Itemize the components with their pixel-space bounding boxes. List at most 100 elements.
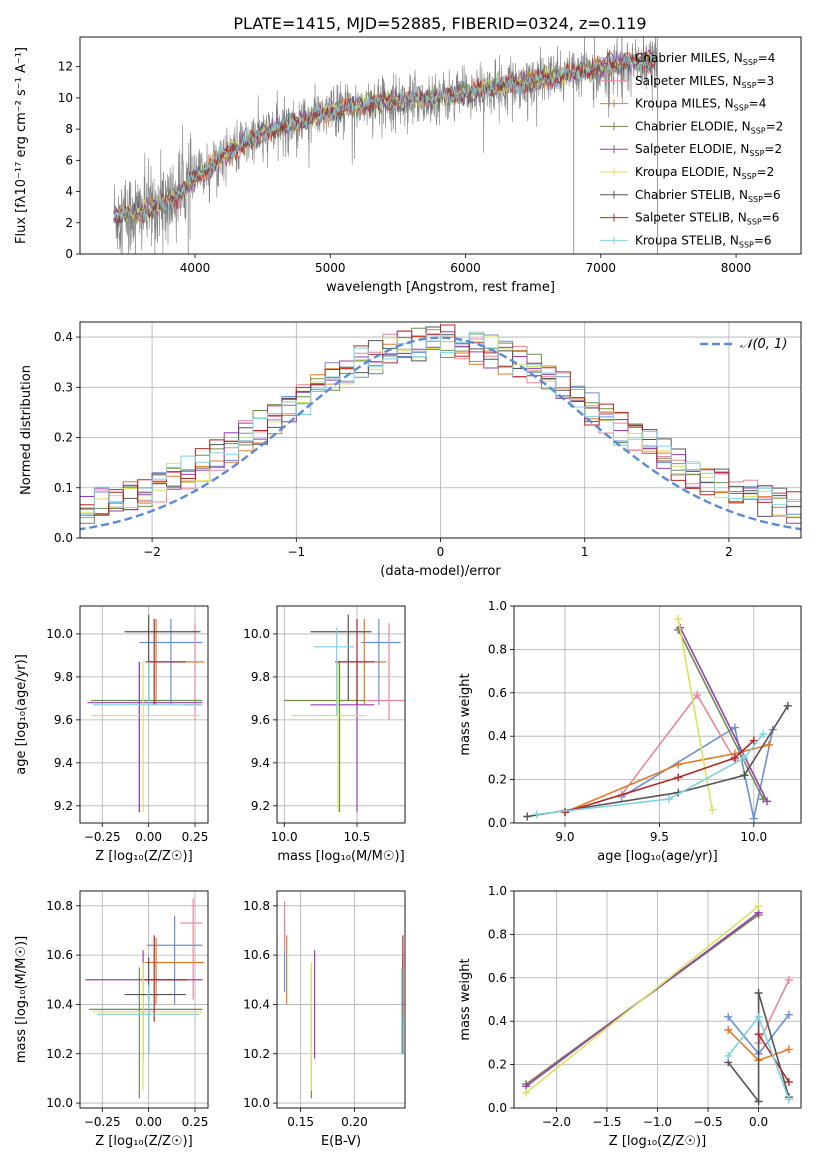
weight-line xyxy=(536,733,764,816)
spectrum-data-line xyxy=(113,37,658,254)
y-tick-label: 10.0 xyxy=(46,627,73,641)
y-tick-label: 9.4 xyxy=(251,756,270,770)
model-tail xyxy=(600,52,658,66)
legend-subscript: SSP xyxy=(749,149,764,158)
legend-count: =6 xyxy=(754,233,772,247)
y-tick-label: 10.0 xyxy=(243,1096,270,1110)
weight-point xyxy=(674,773,683,782)
weight-point xyxy=(754,1012,763,1021)
weight-point xyxy=(784,1095,793,1104)
x-tick-label: 9.5 xyxy=(650,830,669,844)
weight-point xyxy=(754,988,763,997)
histogram-salpeter-stelib xyxy=(80,324,801,521)
panel-mass_vs_Z: −0.25 0.00 0.25 10.0 10.2 10.4 10.6 10.8 Z [log₁… xyxy=(14,890,209,1149)
legend-label: Kroupa MILES, NSSP=4 xyxy=(635,97,766,113)
weight-point xyxy=(749,814,758,823)
x-tick-label: −1.0 xyxy=(643,1115,672,1129)
y-tick-label: 0.3 xyxy=(54,380,73,394)
y-tick-label: 1.0 xyxy=(488,599,507,613)
x-axis-label: age [log₁₀(age/yr)] xyxy=(597,849,718,864)
y-tick-label: 0.2 xyxy=(488,773,507,787)
plot-area xyxy=(80,324,801,531)
weight-point xyxy=(708,805,717,814)
y-tick-label: 0.0 xyxy=(54,531,73,545)
x-tick-label: −0.25 xyxy=(84,830,121,844)
x-tick-label: 7000 xyxy=(586,261,617,275)
x-axis-label: (data-model)/error xyxy=(380,564,501,579)
x-tick-label: −1.5 xyxy=(592,1115,621,1129)
panel-spectrum: 4000 5000 6000 7000 8000 0 2 4 6 8 10 12 wavelength … xyxy=(14,36,802,295)
x-tick-label: 0.20 xyxy=(341,1115,368,1129)
x-axis-label: wavelength [Angstrom, rest frame] xyxy=(326,280,555,295)
y-tick-label: 0.6 xyxy=(488,971,507,985)
x-tick-label: −2.0 xyxy=(542,1115,571,1129)
y-tick-label: 10.6 xyxy=(243,948,270,962)
weight-point xyxy=(522,1088,531,1097)
legend-label: Salpeter MILES, NSSP=3 xyxy=(635,74,774,90)
y-tick-label: 0.0 xyxy=(488,816,507,830)
x-tick-label: 10.0 xyxy=(271,830,298,844)
panel-age_vs_mass: 10.0 10.5 9.2 9.4 9.6 9.8 10.0 mass [log₁₀(M/M☉… xyxy=(243,605,406,864)
weight-point xyxy=(674,760,683,769)
axes-frame xyxy=(513,605,802,824)
legend-subscript: SSP xyxy=(751,126,766,135)
x-tick-label: −0.5 xyxy=(693,1115,722,1129)
legend-count: =6 xyxy=(762,211,780,225)
legend-label: Salpeter STELIB, NSSP=6 xyxy=(635,211,779,227)
figure-title: PLATE=1415, MJD=52885, FIBERID=0324, z=0… xyxy=(233,14,646,33)
legend-count: =4 xyxy=(758,51,776,65)
y-axis-label: mass weight xyxy=(458,958,473,1040)
y-tick-label: 9.6 xyxy=(251,713,270,727)
legend-count: =2 xyxy=(757,165,775,179)
weight-point xyxy=(784,975,793,984)
weight-point xyxy=(754,1030,763,1039)
y-tick-label: 0.4 xyxy=(488,1014,507,1028)
x-tick-label: −0.25 xyxy=(84,1115,121,1129)
plot-area xyxy=(522,902,793,1106)
legend-subscript: SSP xyxy=(734,104,749,113)
panel-age_vs_Z: −0.25 0.00 0.25 9.2 9.4 9.6 9.8 10.0 Z [log₁₀(Z/… xyxy=(14,605,209,864)
plot-area xyxy=(523,615,792,823)
y-tick-label: 10.4 xyxy=(46,997,73,1011)
weight-point xyxy=(724,1051,733,1060)
x-tick-label: 0.25 xyxy=(182,830,209,844)
y-tick-label: 4 xyxy=(65,185,73,199)
x-tick-label: 8000 xyxy=(721,261,752,275)
y-tick-label: 8 xyxy=(65,122,73,136)
axes-frame xyxy=(79,36,802,255)
legend-label: Kroupa STELIB, NSSP=6 xyxy=(635,233,772,249)
x-axis-label: Z [log₁₀(Z/Z☉)] xyxy=(609,1134,706,1149)
axes-frame xyxy=(79,890,209,1109)
weight-point xyxy=(759,730,768,739)
x-axis-label: mass [log₁₀(M/M☉)] xyxy=(277,849,404,864)
y-tick-label: 0.8 xyxy=(488,642,507,656)
axes-frame xyxy=(513,890,802,1109)
weight-point xyxy=(693,690,702,699)
weight-point xyxy=(754,902,763,911)
y-tick-label: 9.8 xyxy=(54,670,73,684)
weight-point xyxy=(532,810,541,819)
legend-count: =2 xyxy=(766,119,784,133)
panel-weight_vs_age: 9.0 9.5 10.0 0.0 0.2 0.4 0.6 0.8 1.0 age [log₁₀(a… xyxy=(458,599,802,864)
y-tick-label: 0.8 xyxy=(488,927,507,941)
legend-count: =3 xyxy=(757,74,775,88)
axes-frame xyxy=(276,890,406,1109)
y-tick-label: 10 xyxy=(58,91,73,105)
plot-area xyxy=(87,614,205,813)
y-tick-label: 6 xyxy=(65,153,73,167)
weight-line xyxy=(525,905,760,1094)
y-axis-label: age [log₁₀(age/yr)] xyxy=(14,654,29,775)
plot-area xyxy=(284,614,405,813)
x-tick-label: 4000 xyxy=(180,261,211,275)
weight-point xyxy=(674,615,683,624)
y-tick-label: 0.2 xyxy=(54,431,73,445)
x-tick-label: 10.5 xyxy=(344,830,371,844)
x-tick-label: 0.15 xyxy=(287,1115,314,1129)
weight-point xyxy=(749,736,758,745)
legend-count: =4 xyxy=(749,97,767,111)
legend-label: 𝒩(0, 1) xyxy=(740,337,787,352)
legend-label: Chabrier STELIB, NSSP=6 xyxy=(635,188,781,204)
model-line-kroupa-stelib xyxy=(113,54,655,221)
panel-weight_vs_Z: −2.0 −1.5 −1.0 −0.5 0.0 0.0 0.2 0.4 0.6 0.8 1.0 Z [… xyxy=(458,884,802,1149)
panel-residuals: −2 −1 0 1 2 0.0 0.1 0.2 0.3 0.4 (data-model)/error… xyxy=(19,321,802,579)
